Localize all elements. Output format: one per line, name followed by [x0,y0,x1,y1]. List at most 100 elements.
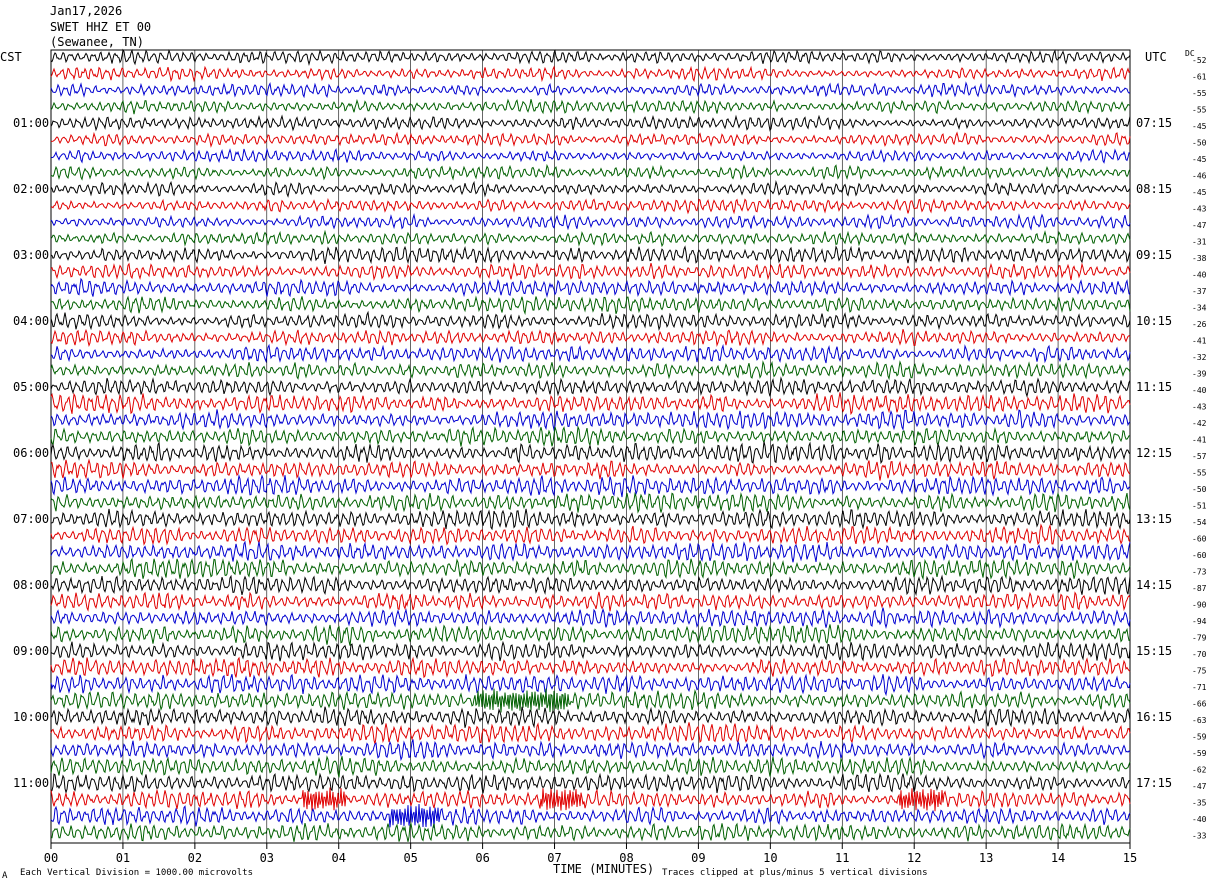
x-tick-label: 06 [475,851,489,865]
utc-hour-label: 15:15 [1136,644,1172,658]
trace-line [50,229,1131,248]
trace-line [51,822,1131,842]
trace-line [50,706,1131,729]
trace-line [50,540,1131,563]
dc-offset-label: -75 [1192,667,1207,676]
trace-line [50,98,1131,115]
dc-offset-label: -71 [1192,683,1207,692]
cst-axis-label: CST [0,50,22,64]
utc-hour-label: 09:15 [1136,248,1172,262]
x-tick-label: 02 [188,851,202,865]
dc-offset-label: -50 [1192,139,1207,148]
utc-hour-label: 16:15 [1136,710,1172,724]
seismic-traces [50,48,1131,842]
trace-line [50,787,1131,812]
trace-line [50,392,1131,416]
dc-offset-label: -45 [1192,188,1207,197]
cst-hour-label: 11:00 [13,776,49,790]
x-tick-label: 03 [260,851,274,865]
utc-axis-label: UTC [1145,50,1167,64]
x-tick-label: 04 [332,851,346,865]
trace-line [50,131,1131,148]
trace-line [50,147,1131,164]
x-tick-label: 01 [116,851,130,865]
dc-offset-label: -60 [1192,551,1207,560]
trace-line [50,772,1131,795]
cst-hour-label: 10:00 [13,710,49,724]
dc-offset-label: -60 [1192,535,1207,544]
x-tick-label: 05 [403,851,417,865]
trace-line [51,508,1131,531]
corner-mark: A [2,871,8,881]
vertical-division-note: Each Vertical Division = 1000.00 microvo… [20,868,253,878]
dc-offset-label: -41 [1192,436,1207,445]
dc-offset-label: -50 [1192,485,1207,494]
trace-line [50,688,1131,713]
dc-offset-label: -33 [1192,832,1207,841]
utc-hour-labels: 07:15 08:15 09:15 10:15 11:15 12:15 13:15 14:15… [1136,116,1172,790]
x-tick-label: 00 [44,851,58,865]
utc-hour-label: 12:15 [1136,446,1172,460]
trace-line [50,179,1131,198]
dc-offset-label: -66 [1192,700,1207,709]
trace-line [50,624,1131,646]
trace-line [50,295,1131,316]
dc-offset-label: -57 [1192,452,1207,461]
trace-line [50,441,1131,465]
trace-line [50,245,1131,265]
trace-line [50,591,1131,612]
dc-offset-label: -55 [1192,469,1207,478]
trace-line [50,473,1131,498]
trace-line [50,48,1131,67]
cst-hour-label: 09:00 [13,644,49,658]
cst-hour-label: 03:00 [13,248,49,262]
minute-gridlines [122,50,1059,843]
dc-offset-label: -31 [1192,238,1207,247]
date-label: Jan17,2026 [50,4,122,18]
cst-hour-labels: 01:00 02:00 03:00 04:00 05:00 06:00 07:00 08:00… [13,116,49,790]
dc-offset-label: -45 [1192,122,1207,131]
trace-line [50,277,1131,298]
cst-hour-label: 02:00 [13,182,49,196]
x-tick-label: 10 [763,851,777,865]
dc-offset-label: -55 [1192,106,1207,115]
cst-hour-label: 05:00 [13,380,49,394]
trace-line [50,739,1131,762]
trace-line [50,213,1131,231]
cst-hour-label: 07:00 [13,512,49,526]
dc-offset-label: -61 [1192,73,1207,82]
trace-line [50,607,1131,629]
cst-hour-label: 01:00 [13,116,49,130]
dc-offset-label: -54 [1192,518,1207,527]
trace-line [50,656,1131,679]
utc-hour-label: 11:15 [1136,380,1172,394]
x-tick-label: 09 [691,851,705,865]
x-tick-label: 07 [547,851,561,865]
x-tick-label: 12 [907,851,921,865]
dc-offset-label: -87 [1192,584,1207,593]
dc-offset-label: -26 [1192,320,1207,329]
dc-offset-label: -46 [1192,172,1207,181]
trace-line [50,803,1131,828]
utc-hour-label: 14:15 [1136,578,1172,592]
trace-line [50,491,1131,514]
dc-label: DC [1185,49,1195,58]
dc-offset-label: -55 [1192,89,1207,98]
x-tick-label: 13 [979,851,993,865]
trace-line [50,197,1131,215]
dc-offset-label: -34 [1192,304,1207,313]
utc-hour-label: 13:15 [1136,512,1172,526]
dc-offset-label: -59 [1192,749,1207,758]
dc-offset-label: -45 [1192,155,1207,164]
dc-offset-label: -37 [1192,287,1207,296]
trace-line [50,574,1131,597]
trace-line [50,310,1131,332]
dc-offset-label: -41 [1192,337,1207,346]
x-axis-title: TIME (MINUTES) [553,862,654,876]
trace-line [50,262,1131,282]
clip-note: Traces clipped at plus/minus 5 vertical … [662,868,928,878]
cst-hour-label: 04:00 [13,314,49,328]
location-label: (Sewanee, TN) [50,35,144,49]
cst-hour-label: 08:00 [13,578,49,592]
